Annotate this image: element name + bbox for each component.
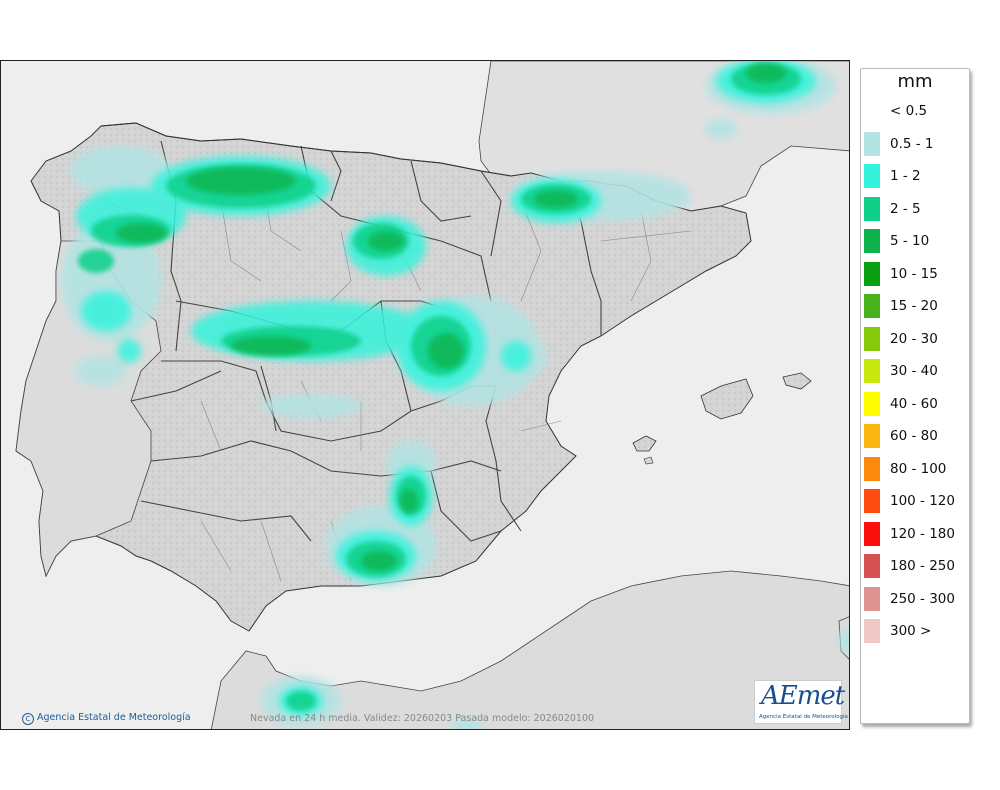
- legend-label: 10 - 15: [890, 265, 938, 282]
- logo-subtitle: Agencia Estatal de Meteorología: [759, 714, 848, 720]
- legend-label: 300 >: [890, 623, 932, 639]
- legend-swatch: [864, 359, 880, 383]
- legend-swatch: [864, 99, 880, 123]
- legend-swatch: [864, 229, 880, 253]
- legend-label: 40 - 60: [890, 395, 938, 412]
- map-canvas: [1, 61, 849, 729]
- copyright-icon: C: [22, 713, 34, 725]
- legend-label: 60 - 80: [890, 428, 938, 444]
- legend-swatch: [864, 164, 880, 188]
- legend-label: 30 - 40: [890, 363, 938, 379]
- legend-title: mm: [897, 71, 933, 92]
- ibiza: [632, 435, 657, 452]
- credit-label: Agencia Estatal de Meteorología: [37, 712, 191, 723]
- mallorca: [700, 378, 754, 420]
- snow-layer-5-10: [116, 63, 786, 571]
- logo-wordmark: AEmet: [761, 681, 845, 711]
- legend-swatch: [864, 424, 880, 448]
- legend-swatch: [864, 586, 880, 611]
- legend-label: 20 - 30: [890, 330, 938, 347]
- legend-swatch: [864, 131, 880, 156]
- legend-swatch: [864, 521, 880, 546]
- menorca: [782, 372, 812, 390]
- legend-label: 15 - 20: [890, 298, 938, 314]
- legend-label: 2 - 5: [890, 200, 921, 217]
- legend-swatch: [864, 326, 880, 351]
- spain-coastline: [100, 122, 512, 177]
- legend-swatch: [864, 489, 880, 513]
- legend-swatch: [864, 456, 880, 481]
- snowfall-map[interactable]: [0, 60, 850, 730]
- legend-panel: mm < 0.5 0.5 - 1 1 - 2 2 - 5 5 - 10 10 - 15 15…: [860, 68, 970, 724]
- legend-swatch: [864, 261, 880, 286]
- validity-text: Nevada en 24 h media. Validez: 20260203 …: [250, 713, 595, 724]
- legend-label: < 0.5: [890, 103, 928, 119]
- legend-label: 80 - 100: [890, 460, 947, 477]
- legend-swatch: [864, 294, 880, 318]
- legend-swatch: [864, 391, 880, 416]
- legend-label: 5 - 10: [890, 233, 930, 249]
- legend-label: 1 - 2: [890, 168, 921, 184]
- credit-text: C Agencia Estatal de Meteorología: [22, 712, 191, 725]
- legend-swatch: [864, 196, 880, 221]
- legend-label: 120 - 180: [890, 525, 955, 542]
- legend-label: 180 - 250: [890, 558, 955, 574]
- legend-swatch: [864, 554, 880, 578]
- africa-land: [210, 570, 849, 729]
- legend-label: 100 - 120: [890, 493, 955, 509]
- aemet-logo: AEmet Agencia Estatal de Meteorología: [754, 680, 848, 724]
- formentera: [643, 456, 654, 465]
- legend-swatch: [864, 619, 880, 643]
- legend-label: 0.5 - 1: [890, 135, 934, 152]
- legend-label: 250 - 300: [890, 590, 955, 607]
